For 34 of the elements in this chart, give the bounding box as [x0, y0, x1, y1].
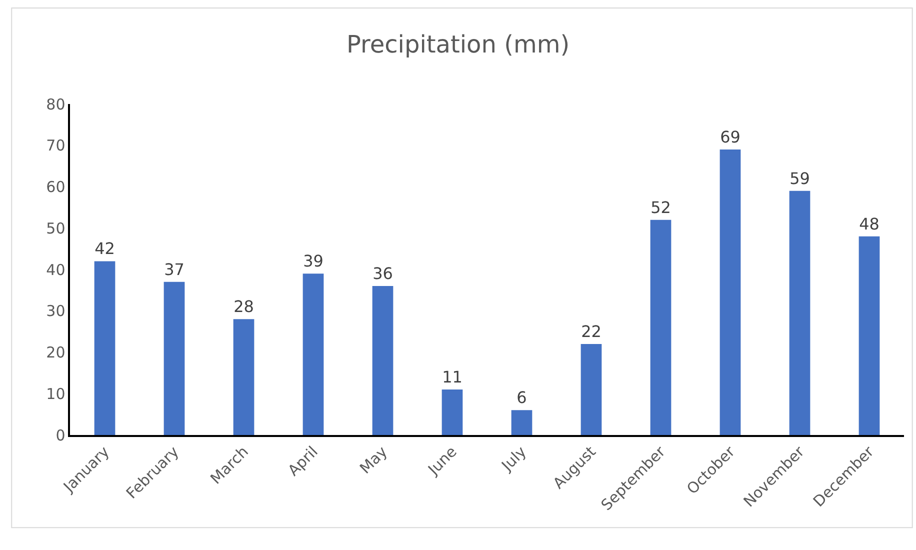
bar	[720, 150, 741, 435]
data-label: 39	[303, 252, 324, 271]
y-tick-label: 40	[46, 260, 66, 279]
y-tick-label: 70	[46, 136, 66, 155]
data-label: 52	[650, 198, 671, 217]
bar	[164, 282, 185, 435]
bar	[580, 344, 602, 435]
y-tick-label: 30	[46, 302, 66, 320]
data-label: 36	[372, 264, 393, 284]
bar	[372, 286, 394, 435]
y-tick-label: 20	[46, 344, 66, 362]
bar	[302, 274, 324, 435]
bar	[94, 261, 116, 435]
y-tick-label: 80	[46, 95, 66, 114]
bar	[511, 410, 532, 435]
y-tick-label: 10	[46, 384, 66, 403]
data-label: 6	[516, 388, 527, 408]
bar	[789, 190, 810, 435]
bar	[233, 319, 254, 435]
data-label: 37	[164, 260, 184, 279]
y-tick-label: 50	[46, 219, 66, 238]
data-label: 11	[442, 367, 462, 386]
data-label: 59	[790, 168, 810, 188]
data-label: 48	[859, 214, 880, 234]
bar	[858, 236, 880, 435]
bar	[442, 389, 463, 435]
data-label: 42	[94, 239, 115, 258]
chart-title: Precipitation (mm)	[346, 30, 570, 58]
bar	[650, 220, 672, 435]
y-tick-label: 60	[46, 178, 66, 196]
data-label: 69	[720, 128, 740, 147]
y-tick-label: 0	[56, 426, 66, 444]
data-label: 28	[234, 297, 254, 316]
data-label: 22	[581, 322, 602, 341]
